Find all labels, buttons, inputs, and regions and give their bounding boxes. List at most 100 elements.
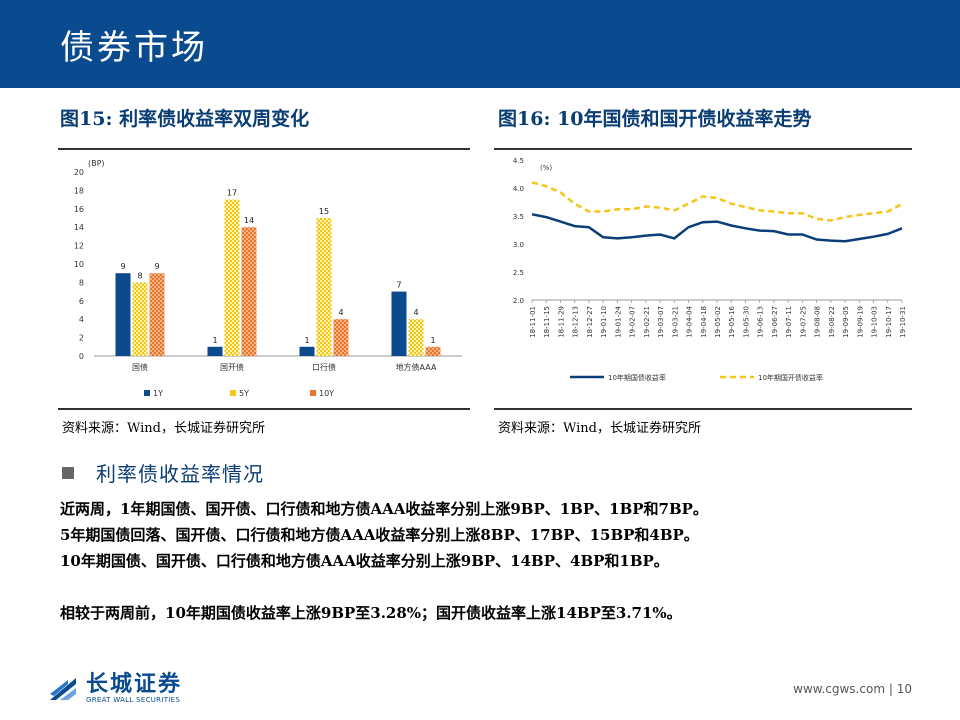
bar-ytick-label: 10 <box>74 260 84 269</box>
line-xtick-label: 19-10-03 <box>871 306 879 338</box>
logo-english-name: GREAT WALL SECURITIES <box>86 696 181 704</box>
line-xtick-label: 19-05-02 <box>714 306 722 338</box>
bar-ytick-label: 18 <box>74 186 84 195</box>
bullet-square-icon <box>62 466 74 479</box>
bar-1y <box>391 291 407 356</box>
page-title: 债券市场 <box>60 28 208 68</box>
figure-15-title: 图15: 利率债收益率双周变化 <box>60 108 310 130</box>
bar-10y <box>241 227 257 356</box>
bar-ytick-label: 20 <box>74 168 84 177</box>
section-heading: 利率债收益率情况 <box>96 462 264 486</box>
bar-data-label: 1 <box>430 336 435 345</box>
line-xtick-label: 19-07-11 <box>785 306 793 338</box>
line-ytick-label: 4.5 <box>513 157 524 165</box>
line-xtick-label: 19-06-27 <box>771 306 779 338</box>
figure-16-title: 图16: 10年国债和国开债收益率走势 <box>498 108 812 130</box>
line-xtick-label: 18-11-15 <box>543 306 551 338</box>
great-wall-logo-icon <box>50 678 76 700</box>
section-heading-row: 利率债收益率情况 <box>62 458 264 487</box>
figure-15-source: 资料来源：Wind，长城证券研究所 <box>62 421 265 436</box>
bar-data-label: 17 <box>227 189 237 198</box>
bar-chart-frame: (BP) 0 2 4 6 8 10 12 14 16 18 20 9 8 9 国债 1 17 14 国开债 1 15 4 口行… <box>58 148 470 410</box>
line-xtick-label: 18-11-29 <box>557 306 565 338</box>
bar-5y <box>408 319 424 356</box>
line-xtick-label: 19-01-10 <box>600 306 608 338</box>
line-xtick-label: 19-03-07 <box>657 306 665 338</box>
line-series-cgb <box>531 213 903 243</box>
line-xtick-label: 18-11-01 <box>529 306 537 338</box>
bar-data-label: 4 <box>413 308 418 317</box>
line-series-cdb <box>531 181 903 222</box>
bar-10y <box>149 273 165 356</box>
line-xtick-label: 19-05-30 <box>742 306 750 338</box>
bar-1y <box>115 273 131 356</box>
bar-5y <box>132 282 148 356</box>
line-xtick-label: 19-02-21 <box>643 306 651 338</box>
bar-1y <box>207 346 223 356</box>
bar-legend-label: 1Y <box>153 389 163 398</box>
line-ytick-label: 3.5 <box>513 213 524 221</box>
page-number: 10 <box>896 682 912 696</box>
header-bar: 债券市场 <box>0 0 960 88</box>
bar-data-label: 8 <box>137 271 142 280</box>
line-xtick-label: 19-09-19 <box>856 306 864 338</box>
line-ylabel: (%) <box>540 164 552 172</box>
footer-info: www.cgws.com | 10 <box>793 682 912 696</box>
line-xtick-label: 19-03-21 <box>671 306 679 338</box>
bar-10y <box>425 346 441 356</box>
bar-ytick-label: 2 <box>79 334 84 343</box>
bar-data-label: 9 <box>154 262 159 271</box>
bar-legend-label: 10Y <box>319 389 334 398</box>
bar-10y <box>333 319 349 356</box>
bar-ytick-label: 14 <box>74 223 84 232</box>
line-ytick-label: 2.5 <box>513 269 524 277</box>
bar-ytick-label: 8 <box>79 278 84 287</box>
line-xtick-label: 19-04-18 <box>700 306 708 338</box>
bar-data-label: 9 <box>120 262 125 271</box>
bar-ylabel: (BP) <box>88 159 105 168</box>
logo-chinese-name: 长城证券 <box>86 672 183 697</box>
line-xtick-label: 19-02-07 <box>629 306 637 338</box>
bar-category-label: 国债 <box>132 362 148 372</box>
line-ytick-label: 3.0 <box>513 241 524 249</box>
line-xtick-label: 19-09-05 <box>842 306 850 338</box>
line-xtick-label: 19-06-13 <box>757 306 765 338</box>
line-legend-label: 10年期国债收益率 <box>608 373 666 382</box>
bar-legend-swatch <box>230 390 236 396</box>
bar-data-label: 1 <box>212 336 217 345</box>
bar-data-label: 1 <box>304 336 309 345</box>
line-xtick-label: 19-10-31 <box>899 306 907 338</box>
bar-data-label: 14 <box>244 216 254 225</box>
bar-ytick-label: 4 <box>79 315 84 324</box>
line-xtick-label: 19-10-17 <box>885 306 893 338</box>
bar-ytick-label: 6 <box>79 297 84 306</box>
figure-16-source: 资料来源：Wind，长城证券研究所 <box>498 421 701 436</box>
line-ytick-label: 4.0 <box>513 185 524 193</box>
footer-url[interactable]: www.cgws.com <box>793 682 886 696</box>
bar-ytick-label: 12 <box>74 242 84 251</box>
bar-ytick-label: 0 <box>79 352 84 361</box>
bar-chart: (BP)02468101214161820989国债11714国开债1154口行… <box>74 159 462 398</box>
line-chart-frame: (%) 2.0 2.5 3.0 3.5 4.0 4.5 18-11-01 18-11-15 18-… <box>494 148 912 410</box>
bar-legend-swatch <box>144 390 150 396</box>
line-xtick-label: 18-12-13 <box>572 306 580 338</box>
bar-category-label: 口行债 <box>312 362 336 372</box>
footer-separator: | <box>888 682 893 696</box>
paragraph-line-3: 10年期国债、国开债、口行债和地方债AAA收益率分别上涨9BP、14BP、4BP… <box>60 552 669 570</box>
paragraph-line-2: 5年期国债回落、国开债、口行债和地方债AAA收益率分别上涨8BP、17BP、15… <box>60 526 699 544</box>
bar-5y <box>316 218 332 356</box>
bar-data-label: 7 <box>396 281 401 290</box>
bar-data-label: 15 <box>319 207 329 216</box>
paragraph-line-1: 近两周，1年期国债、国开债、口行债和地方债AAA收益率分别上涨9BP、1BP、1… <box>60 500 708 518</box>
line-xtick-label: 19-07-25 <box>799 306 807 338</box>
line-legend-label: 10年期国开债收益率 <box>758 373 823 382</box>
bar-ytick-label: 16 <box>74 205 84 214</box>
bar-legend-label: 5Y <box>239 389 249 398</box>
line-xtick-label: 19-08-22 <box>828 306 836 338</box>
bar-1y <box>299 346 315 356</box>
bar-5y <box>224 199 240 356</box>
bar-data-label: 4 <box>338 308 343 317</box>
line-xtick-label: 19-05-16 <box>728 305 736 337</box>
paragraph-summary: 相较于两周前，10年期国债收益率上涨9BP至3.28%；国开债收益率上涨14BP… <box>60 604 682 622</box>
line-xtick-label: 19-01-24 <box>614 305 622 337</box>
